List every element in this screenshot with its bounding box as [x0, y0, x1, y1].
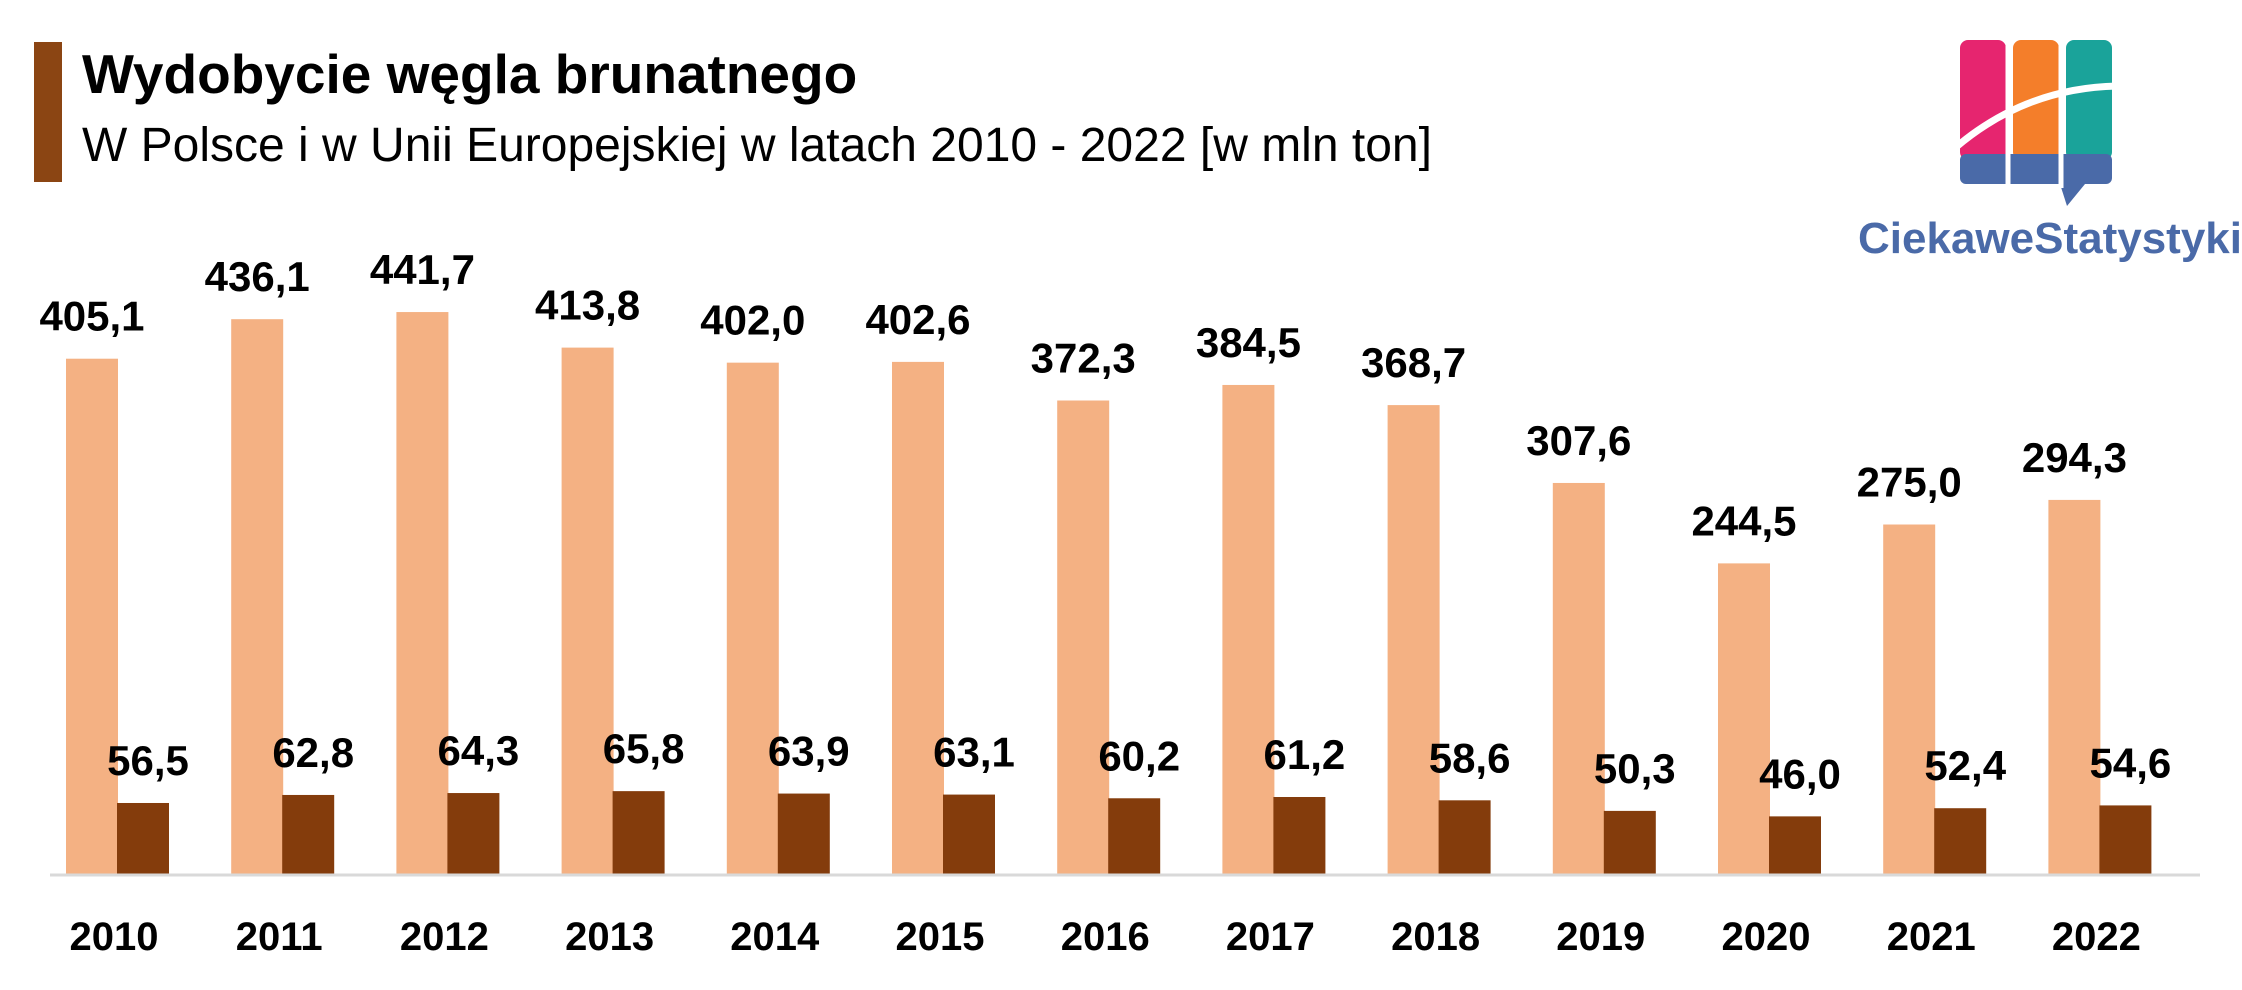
label-eu-2010: 405,1	[39, 293, 144, 340]
label-pl-2014: 63,9	[768, 728, 850, 775]
label-pl-2018: 58,6	[1429, 734, 1511, 781]
x-tick-2012: 2012	[400, 915, 489, 959]
title-accent-bar	[34, 42, 62, 182]
label-eu-2021: 275,0	[1857, 459, 1962, 506]
bar-eu-2016	[1057, 400, 1110, 875]
label-pl-2020: 46,0	[1759, 750, 1841, 797]
chart-subtitle: W Polsce i w Unii Europejskiej w latach …	[82, 119, 1432, 172]
bar-eu-2021	[1883, 524, 1936, 875]
bar-eu-2011	[231, 319, 284, 875]
bars-eu	[66, 312, 2101, 875]
label-eu-2019: 307,6	[1526, 417, 1631, 464]
bar-pl-2010	[117, 802, 169, 875]
bar-pl-2021	[1934, 808, 1987, 875]
x-tick-2019: 2019	[1556, 915, 1645, 959]
x-tick-2014: 2014	[730, 915, 820, 959]
bar-eu-2015	[892, 361, 944, 875]
bars-pl	[117, 791, 2152, 875]
label-eu-2012: 441,7	[370, 246, 475, 293]
bar-pl-2022	[2099, 805, 2152, 875]
bar-pl-2019	[1603, 810, 1656, 875]
bar-pl-2016	[1108, 798, 1161, 875]
label-pl-2010: 56,5	[107, 737, 189, 784]
label-eu-2020: 244,5	[1691, 497, 1796, 544]
x-tick-2022: 2022	[2052, 915, 2141, 959]
bar-eu-2022	[2048, 499, 2101, 875]
label-eu-2015: 402,6	[865, 296, 970, 343]
label-eu-2022: 294,3	[2022, 434, 2127, 481]
label-pl-2016: 60,2	[1098, 732, 1180, 779]
bar-eu-2012	[396, 312, 449, 875]
bar-eu-2017	[1222, 384, 1275, 875]
bar-pl-2013	[612, 791, 665, 875]
bar-pl-2020	[1769, 816, 1821, 875]
bar-pl-2015	[943, 794, 995, 875]
x-tick-labels: 2010 2011 2012 2013 2014 2015 2016 2017 2018 2019…	[70, 915, 2141, 959]
bar-pl-2014	[777, 793, 830, 875]
label-pl-2013: 65,8	[603, 725, 685, 772]
bar-eu-2018	[1387, 405, 1440, 875]
bar-eu-2010	[66, 358, 118, 875]
label-pl-2011: 62,8	[272, 729, 354, 776]
bar-pl-2018	[1438, 800, 1491, 875]
label-eu-2014: 402,0	[700, 297, 805, 344]
bar-eu-2014	[726, 362, 779, 875]
x-tick-2015: 2015	[896, 915, 985, 959]
logo-text: CiekaweStatystyki.pl	[1858, 214, 2242, 263]
label-eu-2017: 384,5	[1196, 319, 1301, 366]
bar-pl-2012	[447, 793, 500, 875]
label-pl-2017: 61,2	[1264, 731, 1346, 778]
bar-pl-2017	[1273, 797, 1326, 875]
label-eu-2013: 413,8	[535, 282, 640, 329]
label-eu-2018: 368,7	[1361, 339, 1466, 386]
chart-title: Wydobycie węgla brunatnego	[82, 43, 858, 105]
x-tick-2013: 2013	[565, 915, 654, 959]
x-tick-2010: 2010	[70, 915, 159, 959]
x-tick-2011: 2011	[236, 915, 323, 959]
bar-eu-2020	[1718, 563, 1770, 875]
label-pl-2019: 50,3	[1594, 745, 1676, 792]
label-eu-2011: 436,1	[205, 253, 310, 300]
x-tick-2020: 2020	[1722, 915, 1811, 959]
bar-eu-2019	[1552, 482, 1605, 875]
value-labels: 405,1 56,5 436,1 62,8 441,7 64,3 413,8 65,8 402,…	[39, 246, 2171, 797]
label-pl-2012: 64,3	[438, 727, 520, 774]
label-eu-2016: 372,3	[1031, 335, 1136, 382]
label-pl-2021: 52,4	[1924, 742, 2006, 789]
bar-pl-2011	[282, 794, 335, 875]
x-tick-2018: 2018	[1391, 915, 1480, 959]
x-tick-2021: 2021	[1887, 915, 1976, 959]
label-pl-2015: 63,1	[933, 729, 1015, 776]
logo-icon	[1952, 38, 2118, 206]
bar-eu-2013	[561, 347, 614, 875]
label-pl-2022: 54,6	[2090, 739, 2172, 786]
x-tick-2017: 2017	[1226, 915, 1315, 959]
x-tick-2016: 2016	[1061, 915, 1150, 959]
